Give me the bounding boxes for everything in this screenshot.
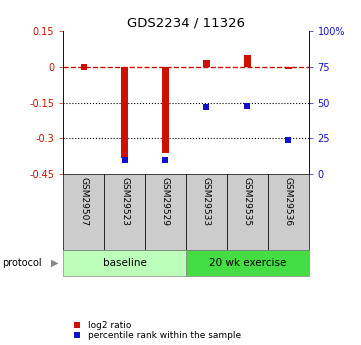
Bar: [162, 67, 169, 153]
Bar: [203, 60, 210, 67]
Text: GSM29533: GSM29533: [202, 177, 211, 226]
Bar: [244, 55, 251, 67]
Legend: log2 ratio, percentile rank within the sample: log2 ratio, percentile rank within the s…: [68, 321, 242, 341]
Bar: [121, 67, 128, 158]
Text: baseline: baseline: [103, 258, 147, 268]
Bar: [186, 174, 227, 250]
Bar: [284, 67, 292, 69]
Bar: [63, 250, 186, 276]
Bar: [227, 174, 268, 250]
Bar: [63, 174, 104, 250]
Title: GDS2234 / 11326: GDS2234 / 11326: [127, 17, 245, 30]
Bar: [186, 250, 309, 276]
Text: GSM29523: GSM29523: [120, 177, 129, 226]
Text: GSM29535: GSM29535: [243, 177, 252, 226]
Text: 20 wk exercise: 20 wk exercise: [209, 258, 286, 268]
Text: ▶: ▶: [51, 258, 58, 268]
Bar: [145, 174, 186, 250]
Bar: [268, 174, 309, 250]
Text: protocol: protocol: [2, 258, 42, 268]
Text: GSM29507: GSM29507: [79, 177, 88, 226]
Text: GSM29529: GSM29529: [161, 177, 170, 226]
Bar: [104, 174, 145, 250]
Text: GSM29536: GSM29536: [284, 177, 293, 226]
